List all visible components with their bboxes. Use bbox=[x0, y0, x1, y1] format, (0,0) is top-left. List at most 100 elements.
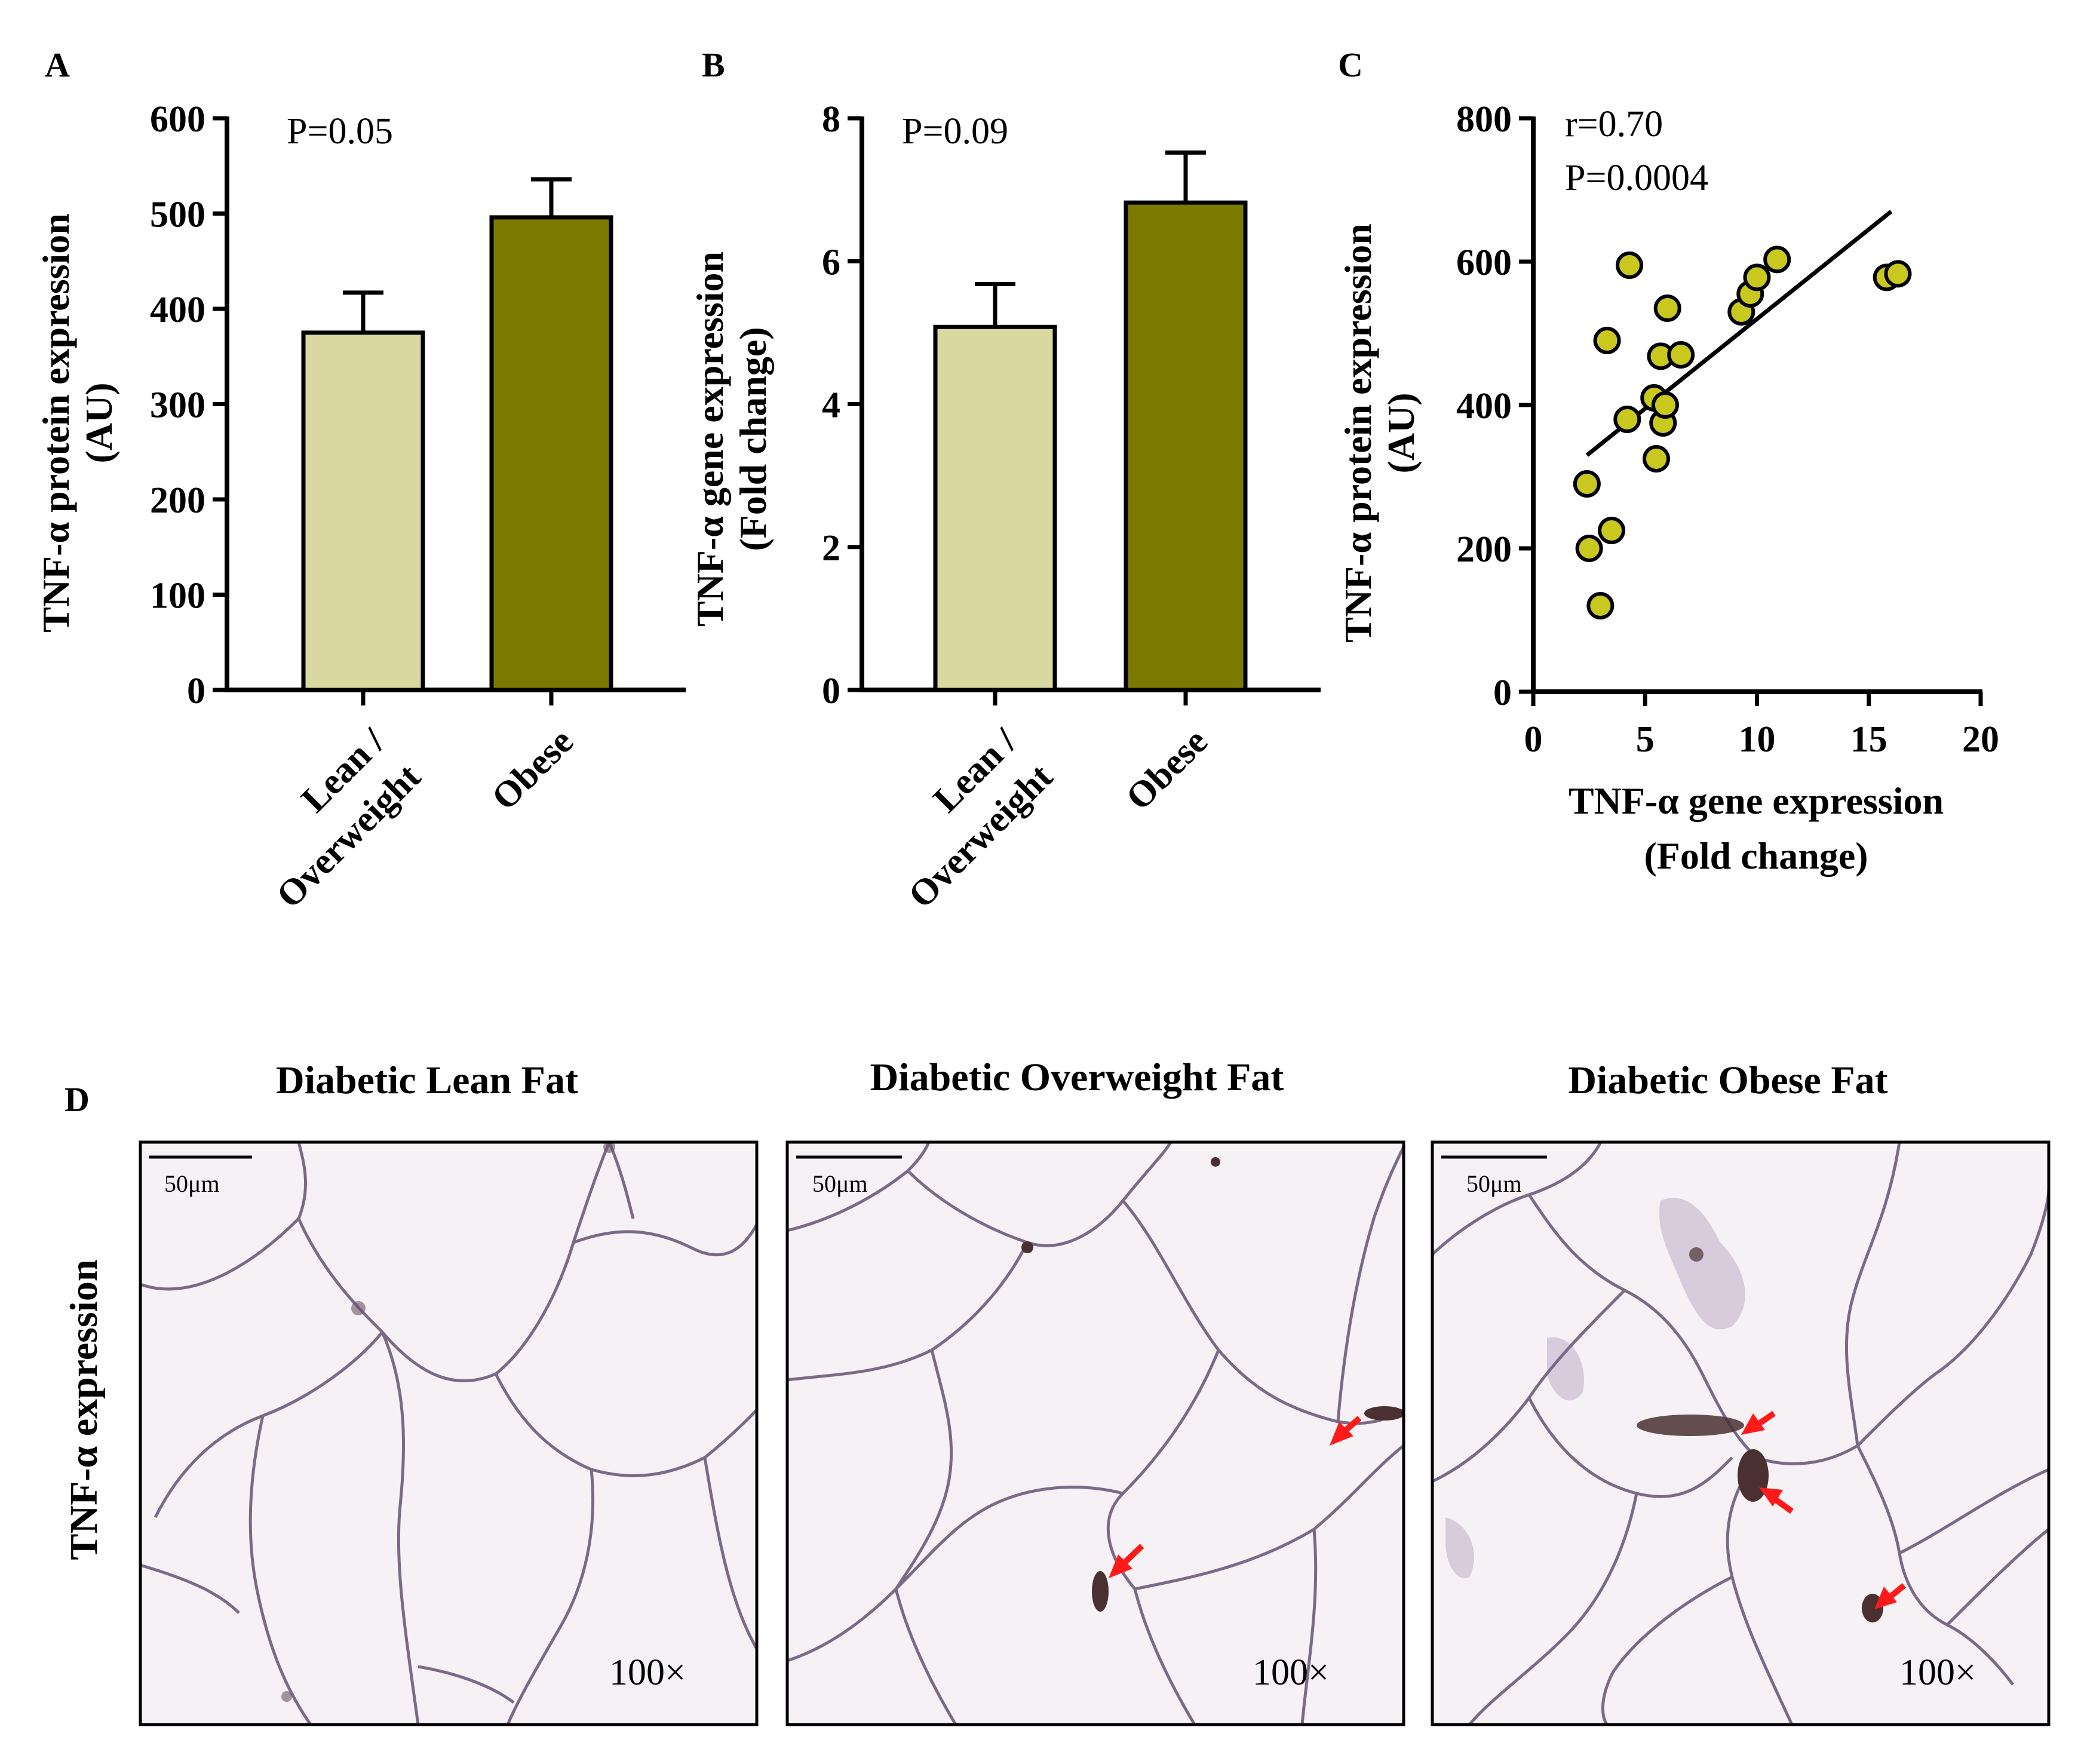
panel-c-x-tick-label: 15 bbox=[1850, 719, 1887, 760]
panel-c-y-tick-label: 400 bbox=[1456, 386, 1512, 427]
micrograph-3-frame bbox=[1431, 1140, 2051, 1726]
panel-c-plot: 0 200 400 600 800 0 5 10 15 20 bbox=[1456, 99, 1999, 760]
micrograph-3-background bbox=[1432, 1142, 2049, 1725]
panel-c-r-value: r=0.70 bbox=[1565, 104, 1663, 145]
panel-a-x-tick-label-group: Obese bbox=[484, 721, 581, 818]
panel-c-data-point bbox=[1642, 445, 1670, 473]
panel-b-y-tick-label: 2 bbox=[822, 528, 840, 569]
panel-c-data-point bbox=[1616, 251, 1644, 279]
micrograph-3-magnification: 100× bbox=[1899, 1652, 1976, 1693]
micrograph-1-background bbox=[140, 1142, 757, 1725]
micrograph-2-magnification: 100× bbox=[1253, 1652, 1329, 1693]
micrograph-3-stroma bbox=[1445, 1198, 1745, 1578]
panel-a-y-tick-label: 100 bbox=[150, 576, 205, 616]
panel-c-data-point bbox=[1593, 327, 1621, 354]
panel-d-letter: D bbox=[65, 1080, 90, 1119]
micrograph-2-title: Diabetic Overweight Fat bbox=[870, 1056, 1284, 1099]
panel-d-row-label-wrap: TNF-α expression bbox=[62, 1259, 106, 1560]
panel-c-data-point bbox=[1884, 260, 1912, 288]
panel-c-y-tick-label: 800 bbox=[1456, 99, 1512, 140]
panel-c-x-tick-label: 20 bbox=[1962, 719, 1999, 760]
micrograph-3-arrows bbox=[1741, 1410, 1907, 1609]
panel-c-xlabel-line1: TNF-α gene expression bbox=[1569, 780, 1944, 822]
panel-c-data-point bbox=[1613, 406, 1641, 433]
panel-b-ylabel-line2: (Fold change) bbox=[732, 327, 774, 551]
panel-d-row-label: TNF-α expression bbox=[62, 1259, 106, 1560]
micrograph-2-arrows bbox=[1109, 1416, 1362, 1578]
micrograph-obese: 50μm 100× bbox=[1431, 1140, 2051, 1726]
panel-b: B P=0.09 TNF-α gene expression (Fold cha… bbox=[689, 45, 1321, 916]
panel-a: A P=0.05 TNF-α protein expression (AU) 0… bbox=[35, 45, 686, 916]
panel-a-pvalue: P=0.05 bbox=[287, 111, 393, 152]
panel-c-ylabel-line2: (AU) bbox=[1380, 392, 1422, 473]
panel-b-y-tick-label: 4 bbox=[822, 385, 840, 426]
panel-b-plot: 0 2 4 6 8 Lean /Overweight Obese bbox=[822, 99, 1321, 916]
panel-b-x-tick-label-group: Lean /Overweight bbox=[901, 720, 1060, 916]
panel-a-y-tick-label: 300 bbox=[150, 385, 205, 426]
panel-b-letter: B bbox=[702, 45, 725, 84]
micrograph-overweight: 50μm 100× bbox=[785, 1140, 1405, 1726]
panel-c-x-tick-label: 0 bbox=[1524, 719, 1543, 760]
micrograph-1-title: Diabetic Lean Fat bbox=[276, 1059, 578, 1102]
micrograph-1-stained-cells bbox=[281, 1141, 615, 1702]
micrograph-2-background bbox=[787, 1142, 1404, 1725]
panel-b-pvalue: P=0.09 bbox=[902, 111, 1008, 152]
panel-c-data-point bbox=[1575, 535, 1603, 562]
panel-b-y-tick-label: 6 bbox=[822, 242, 840, 283]
panel-a-y-tick-label: 500 bbox=[150, 195, 205, 235]
micrograph-lean: 50μm 100× bbox=[139, 1140, 759, 1726]
panel-c-data-point bbox=[1598, 517, 1626, 544]
red-arrow-icon bbox=[1741, 1410, 1776, 1435]
panel-b-y-tick-label: 8 bbox=[822, 99, 840, 140]
red-arrow-icon bbox=[1759, 1487, 1794, 1514]
micrograph-2-frame bbox=[785, 1140, 1405, 1726]
panel-c-data-point bbox=[1586, 592, 1615, 619]
panel-a-ylabel-line2: (AU) bbox=[78, 382, 120, 463]
panel-c-ylabel-line1: TNF-α protein expression bbox=[1337, 223, 1379, 643]
panel-b-ylabel: TNF-α gene expression (Fold change) bbox=[689, 251, 774, 627]
micrograph-2-scale-label: 50μm bbox=[812, 1170, 868, 1197]
panel-a-ylabel: TNF-α protein expression (AU) bbox=[35, 213, 120, 633]
panel-b-bar-lean-overweight bbox=[933, 324, 1057, 692]
panel-c-y-tick-label: 0 bbox=[1493, 673, 1512, 713]
micrograph-1-frame bbox=[139, 1140, 759, 1726]
panel-c-ylabel: TNF-α protein expression (AU) bbox=[1337, 223, 1422, 643]
micrograph-1-magnification: 100× bbox=[609, 1652, 686, 1693]
panel-a-ylabel-line1: TNF-α protein expression bbox=[35, 213, 77, 633]
red-arrow-icon bbox=[1109, 1544, 1144, 1578]
panel-a-x-tick-label-group: Lean /Overweight bbox=[269, 720, 428, 916]
panel-a-bar-obese bbox=[489, 215, 613, 692]
panel-c-x-tick-label: 5 bbox=[1636, 719, 1655, 760]
panel-a-y-tick-label: 200 bbox=[150, 480, 205, 521]
panel-c-y-tick-label: 200 bbox=[1456, 529, 1512, 570]
panel-a-y-tick-label: 0 bbox=[187, 671, 205, 711]
panel-c-data-point bbox=[1743, 263, 1771, 292]
panel-b-y-tick-label: 0 bbox=[822, 671, 840, 711]
panel-d: D TNF-α expression Diabetic Lean Fat Dia… bbox=[62, 1056, 2051, 1726]
panel-c-data-point bbox=[1651, 391, 1679, 419]
panel-c-y-tick-label: 600 bbox=[1456, 243, 1512, 283]
panel-c-data-point bbox=[1573, 470, 1601, 498]
red-arrow-icon bbox=[1330, 1416, 1362, 1446]
panel-a-bar-lean-overweight bbox=[301, 330, 425, 692]
panel-c-xlabel-line2: (Fold change) bbox=[1644, 835, 1868, 877]
panel-c-x-tick-label: 10 bbox=[1739, 719, 1776, 760]
red-arrow-icon bbox=[1874, 1583, 1907, 1609]
panel-c-letter: C bbox=[1338, 45, 1363, 84]
panel-c-data-point bbox=[1667, 341, 1695, 369]
panel-a-y-tick-label: 600 bbox=[150, 99, 205, 140]
panel-b-x-tick-label-group: Obese bbox=[1118, 721, 1216, 818]
panel-a-x-tick-label: Obese bbox=[484, 721, 581, 818]
micrograph-3-title: Diabetic Obese Fat bbox=[1568, 1059, 1887, 1102]
panel-a-plot: 0 100 200 300 400 500 600 Lean /Overweight Obese bbox=[150, 99, 686, 916]
panel-b-bar-obese bbox=[1124, 200, 1248, 692]
panel-a-y-tick-label: 400 bbox=[150, 290, 205, 330]
micrograph-3-scale-label: 50μm bbox=[1466, 1170, 1522, 1197]
panel-c: C r=0.70 P=0.0004 TNF-α protein expressi… bbox=[1337, 45, 1999, 877]
micrograph-2-stained-cells bbox=[1021, 1157, 1405, 1612]
micrograph-1-scale-label: 50μm bbox=[164, 1170, 220, 1197]
micrograph-2-adipocyte-membranes bbox=[787, 1141, 1405, 1726]
panel-a-letter: A bbox=[45, 45, 70, 84]
panel-b-ylabel-line1: TNF-α gene expression bbox=[689, 251, 731, 627]
